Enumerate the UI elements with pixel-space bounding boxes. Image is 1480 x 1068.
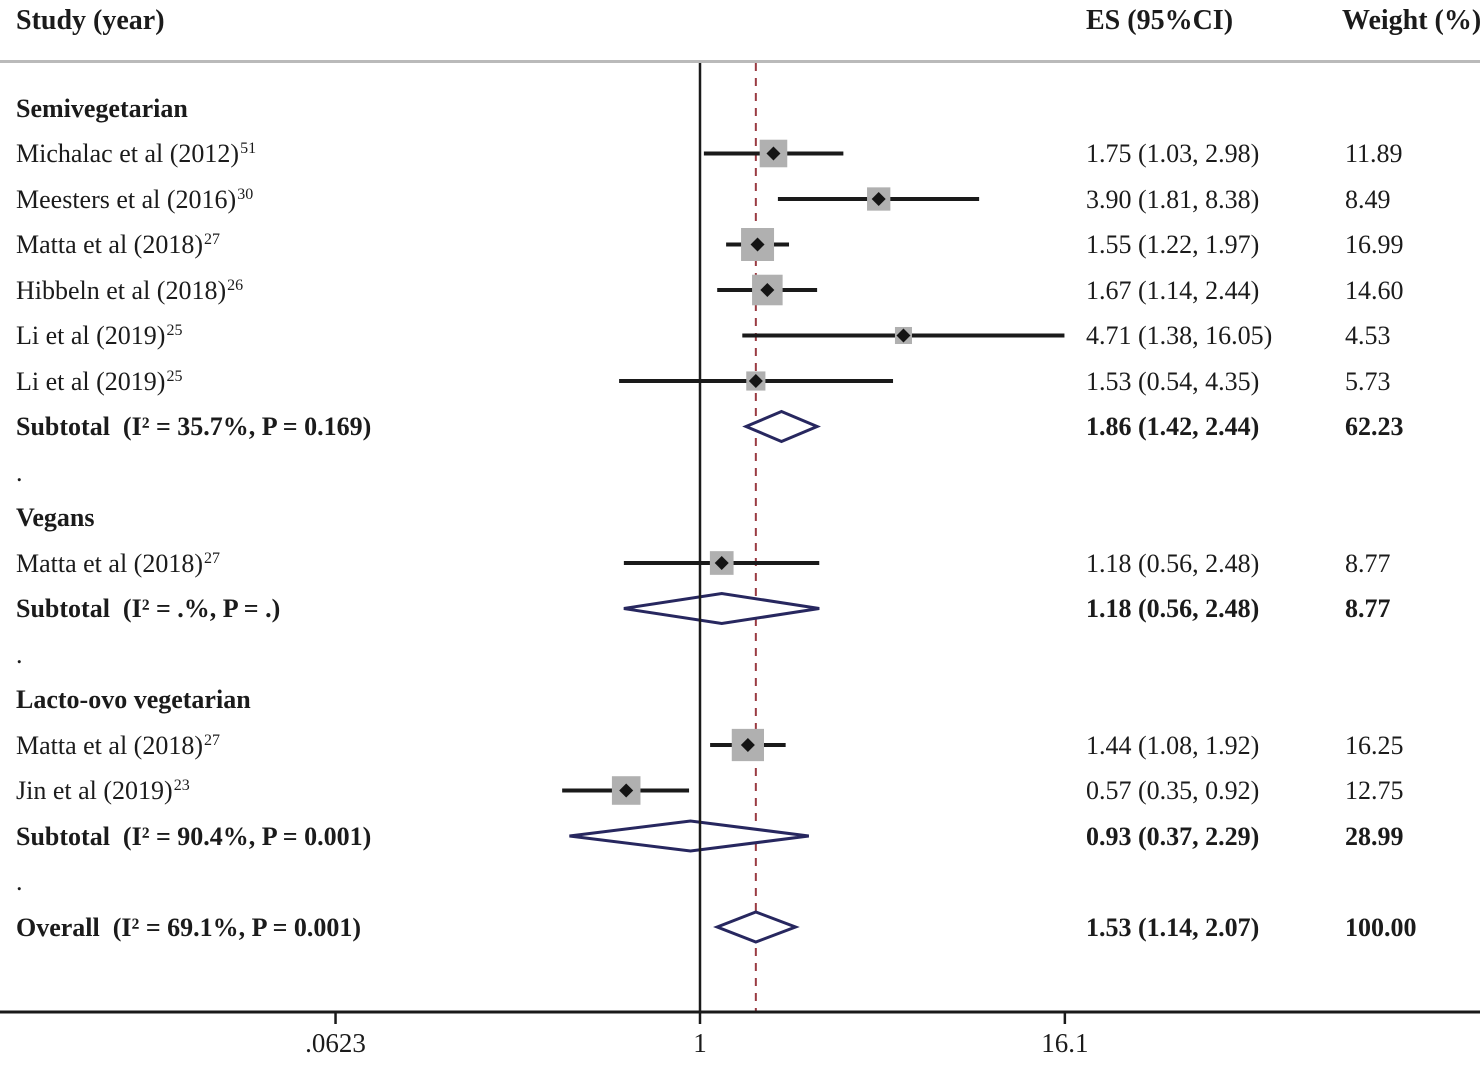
x-tick-label: 16.1 bbox=[1041, 1028, 1089, 1058]
subtotal-diamond bbox=[569, 819, 809, 853]
column-header-weight: Weight (%) bbox=[1342, 5, 1480, 36]
point-estimate-marker bbox=[871, 192, 886, 206]
subtotal-diamond bbox=[742, 409, 821, 444]
point-estimate-marker bbox=[766, 146, 781, 161]
point-estimate-marker bbox=[750, 237, 765, 252]
point-estimate-marker bbox=[748, 374, 763, 388]
column-header-es: ES (95%CI) bbox=[1086, 5, 1234, 36]
header-divider bbox=[0, 60, 1480, 63]
x-tick-label: 1 bbox=[693, 1028, 707, 1058]
point-estimate-marker bbox=[619, 783, 634, 798]
point-estimate-marker bbox=[740, 738, 755, 752]
point-estimate-marker bbox=[760, 283, 775, 297]
column-header-study: Study (year) bbox=[16, 5, 165, 36]
subtotal-diamond bbox=[623, 591, 820, 626]
overall-diamond bbox=[713, 910, 800, 944]
point-estimate-marker bbox=[714, 556, 729, 570]
x-tick-label: .0623 bbox=[305, 1028, 366, 1058]
point-estimate-marker bbox=[896, 328, 911, 343]
